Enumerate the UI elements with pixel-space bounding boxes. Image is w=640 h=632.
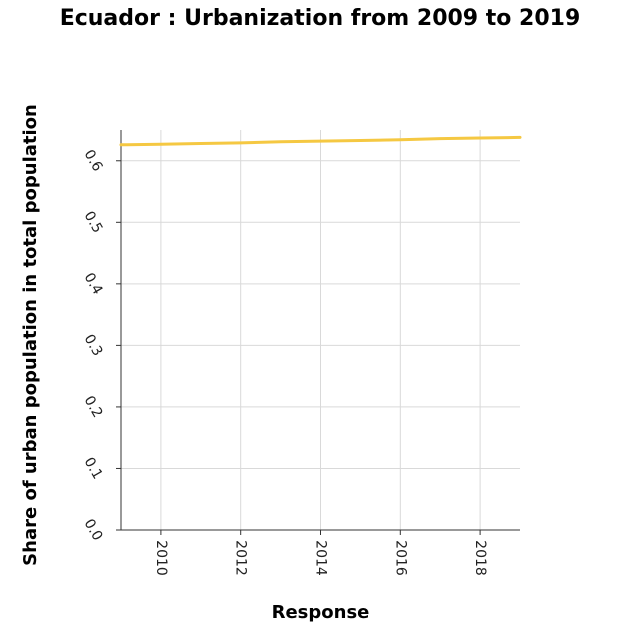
y-tick-label: 0.6 [81,147,106,174]
data-point [399,138,402,142]
data-point [319,139,322,143]
data-point [119,143,123,146]
x-tick-label: 2014 [313,540,329,576]
series-layer [119,135,522,147]
data-point [239,141,242,145]
x-axis-title: Response [272,602,370,623]
grid [121,130,520,531]
chart-title: Ecuador : Urbanization from 2009 to 2019 [59,6,581,31]
y-tick-label: 0.2 [81,393,106,420]
data-point [518,136,522,139]
y-tick-label: 0.3 [81,332,106,359]
axes: 0.0 0.1 0.2 0.3 0.4 0.5 0.6 2010 2012 2014 2016 201… [81,130,520,576]
data-point [279,140,282,143]
data-point [478,136,482,140]
y-tick-label: 0.0 [81,516,106,543]
data-point [159,142,163,146]
y-tick-label: 0.4 [81,270,106,297]
x-tick-label: 2010 [153,540,169,576]
x-tick-label: 2016 [392,540,408,576]
y-tick-label: 0.5 [81,209,106,236]
data-point [439,137,442,140]
x-tick-label: 2012 [233,540,249,576]
y-axis-title: Share of urban population in total popul… [20,104,41,566]
data-point [199,142,202,145]
y-tick-label: 0.1 [81,455,106,482]
data-point [359,139,362,142]
x-tick-label: 2018 [472,540,488,576]
